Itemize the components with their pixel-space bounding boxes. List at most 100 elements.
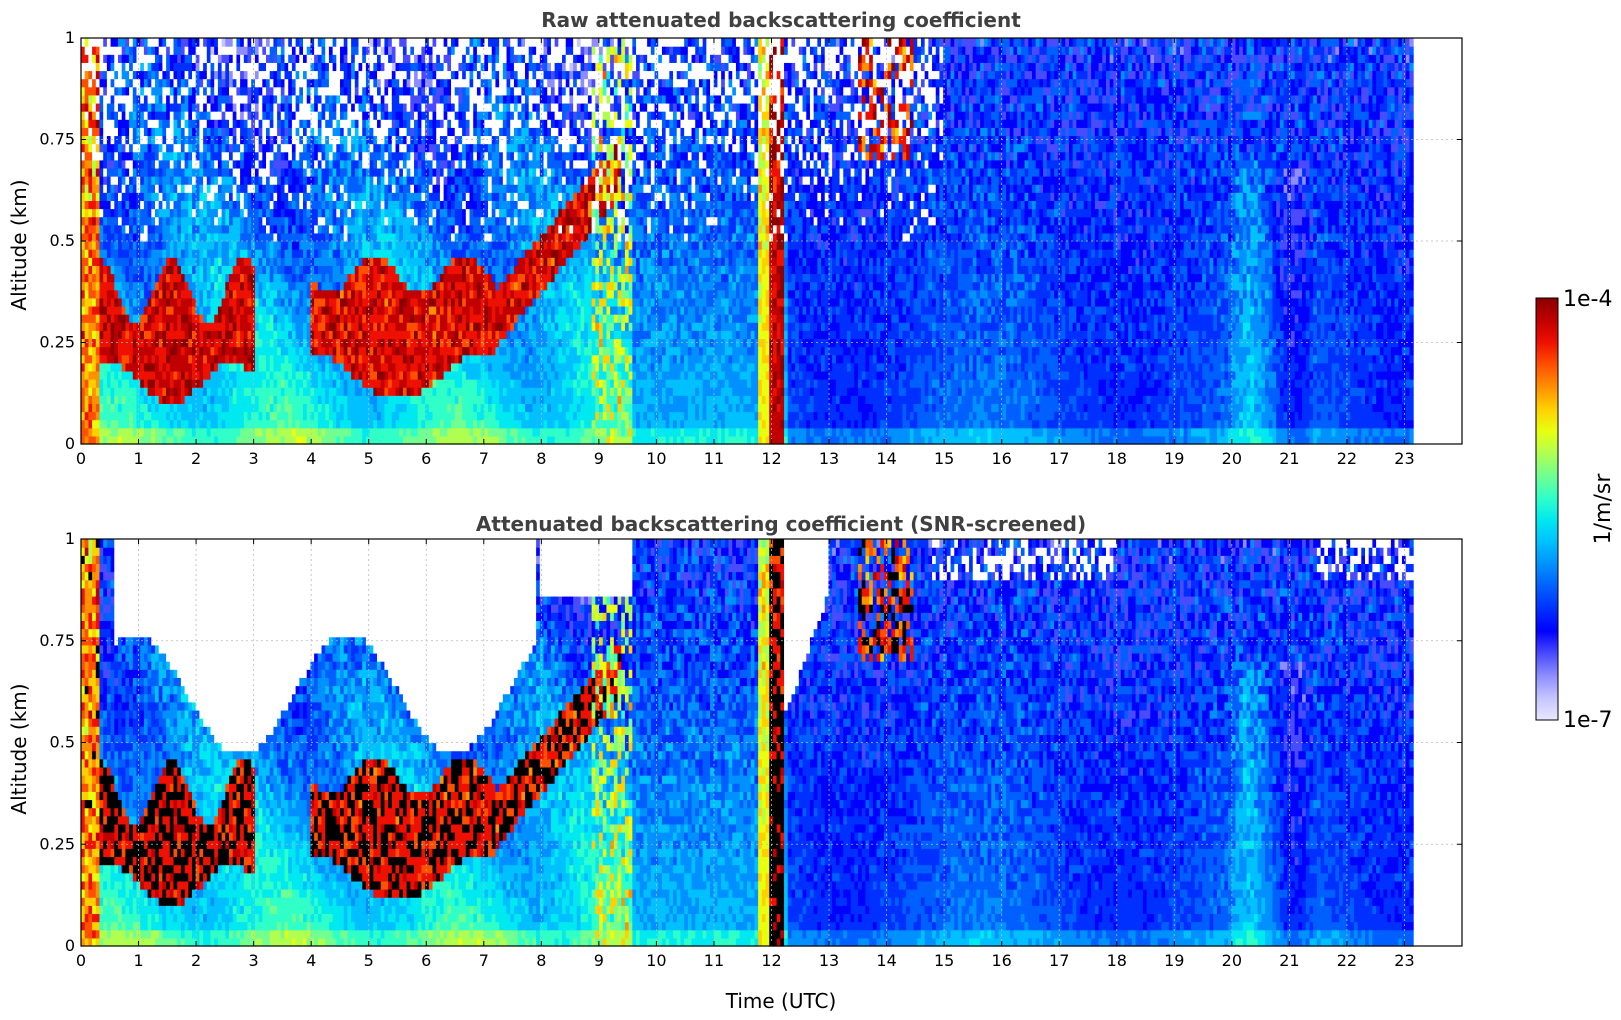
heatmap-cell xyxy=(288,436,292,445)
heatmap-cell xyxy=(336,347,340,356)
heatmap-cell xyxy=(303,265,307,274)
heatmap-cell xyxy=(359,257,363,266)
heatmap-cell xyxy=(259,265,263,274)
heatmap-cell xyxy=(259,395,263,404)
heatmap-cell xyxy=(122,95,126,104)
heatmap-cell xyxy=(259,217,263,226)
heatmap-cell xyxy=(170,160,174,169)
heatmap-cell xyxy=(88,379,92,388)
heatmap-cell xyxy=(125,111,129,120)
heatmap-cell xyxy=(81,62,85,71)
heatmap-cell xyxy=(103,79,107,88)
heatmap-cell xyxy=(225,265,229,274)
heatmap-cell xyxy=(299,403,303,412)
heatmap-cell xyxy=(222,298,226,307)
heatmap-cell xyxy=(100,95,104,104)
heatmap-cell xyxy=(344,217,348,226)
heatmap-cell xyxy=(340,412,344,421)
heatmap-cell xyxy=(259,298,263,307)
heatmap-cell xyxy=(129,412,133,421)
heatmap-cell xyxy=(125,330,129,339)
heatmap-cell xyxy=(174,371,178,380)
heatmap-cell xyxy=(155,387,159,396)
heatmap-cell xyxy=(177,95,181,104)
heatmap-cell xyxy=(270,428,274,437)
heatmap-cell xyxy=(185,420,189,429)
heatmap-cell xyxy=(199,144,203,153)
heatmap-cell xyxy=(170,111,174,120)
heatmap-cell xyxy=(174,322,178,331)
heatmap-cell xyxy=(288,184,292,193)
heatmap-cell xyxy=(336,298,340,307)
heatmap-cell xyxy=(248,387,252,396)
heatmap-cell xyxy=(240,54,244,63)
heatmap-cell xyxy=(288,387,292,396)
heatmap-cell xyxy=(162,355,166,364)
heatmap-cell xyxy=(92,225,96,234)
heatmap-cell xyxy=(144,420,148,429)
heatmap-cell xyxy=(181,87,185,96)
heatmap-cell xyxy=(125,363,129,372)
heatmap-cell xyxy=(92,217,96,226)
heatmap-cell xyxy=(222,249,226,258)
heatmap-cell xyxy=(174,355,178,364)
heatmap-cell xyxy=(333,257,337,266)
heatmap-cell xyxy=(273,95,277,104)
heatmap-cell xyxy=(325,347,329,356)
heatmap-cell xyxy=(288,160,292,169)
heatmap-cell xyxy=(351,249,355,258)
heatmap-cell xyxy=(85,79,89,88)
heatmap-cell xyxy=(266,217,270,226)
heatmap-cell xyxy=(344,225,348,234)
heatmap-cell xyxy=(188,436,192,445)
heatmap-cell xyxy=(118,265,122,274)
heatmap-cell xyxy=(322,127,326,136)
heatmap-cell xyxy=(244,70,248,79)
heatmap-cell xyxy=(174,200,178,209)
heatmap-cell xyxy=(259,257,263,266)
heatmap-cell xyxy=(140,54,144,63)
heatmap-cell xyxy=(240,95,244,104)
heatmap-cell xyxy=(181,168,185,177)
heatmap-cell xyxy=(85,200,89,209)
heatmap-cell xyxy=(270,257,274,266)
heatmap-cell xyxy=(218,265,222,274)
heatmap-cell xyxy=(214,265,218,274)
heatmap-cell xyxy=(148,209,152,218)
heatmap-cell xyxy=(162,217,166,226)
heatmap-cell xyxy=(129,363,133,372)
heatmap-cell xyxy=(314,387,318,396)
heatmap-cell xyxy=(340,225,344,234)
heatmap-cell xyxy=(140,282,144,291)
heatmap-cell xyxy=(325,371,329,380)
heatmap-cell xyxy=(214,387,218,396)
heatmap-cell xyxy=(229,70,233,79)
heatmap-cell xyxy=(325,387,329,396)
heatmap-cell xyxy=(270,54,274,63)
heatmap-cell xyxy=(107,217,111,226)
heatmap-cell xyxy=(340,282,344,291)
heatmap-cell xyxy=(144,403,148,412)
heatmap-cell xyxy=(203,428,207,437)
heatmap-cell xyxy=(296,428,300,437)
heatmap-cell xyxy=(222,363,226,372)
heatmap-cell xyxy=(266,70,270,79)
heatmap-cell xyxy=(351,290,355,299)
heatmap-cell xyxy=(303,379,307,388)
heatmap-cell xyxy=(96,290,100,299)
heatmap-cell xyxy=(240,298,244,307)
heatmap-cell xyxy=(296,233,300,242)
heatmap-cell xyxy=(177,38,181,47)
heatmap-cell xyxy=(325,298,329,307)
heatmap-cell xyxy=(322,200,326,209)
heatmap-cell xyxy=(111,192,115,201)
heatmap-cell xyxy=(336,225,340,234)
heatmap-cell xyxy=(236,225,240,234)
heatmap-cell xyxy=(244,241,248,250)
heatmap-cell xyxy=(166,265,170,274)
heatmap-cell xyxy=(314,176,318,185)
heatmap-cell xyxy=(344,184,348,193)
heatmap-cell xyxy=(255,111,259,120)
heatmap-cell xyxy=(129,282,133,291)
heatmap-cell xyxy=(281,363,285,372)
